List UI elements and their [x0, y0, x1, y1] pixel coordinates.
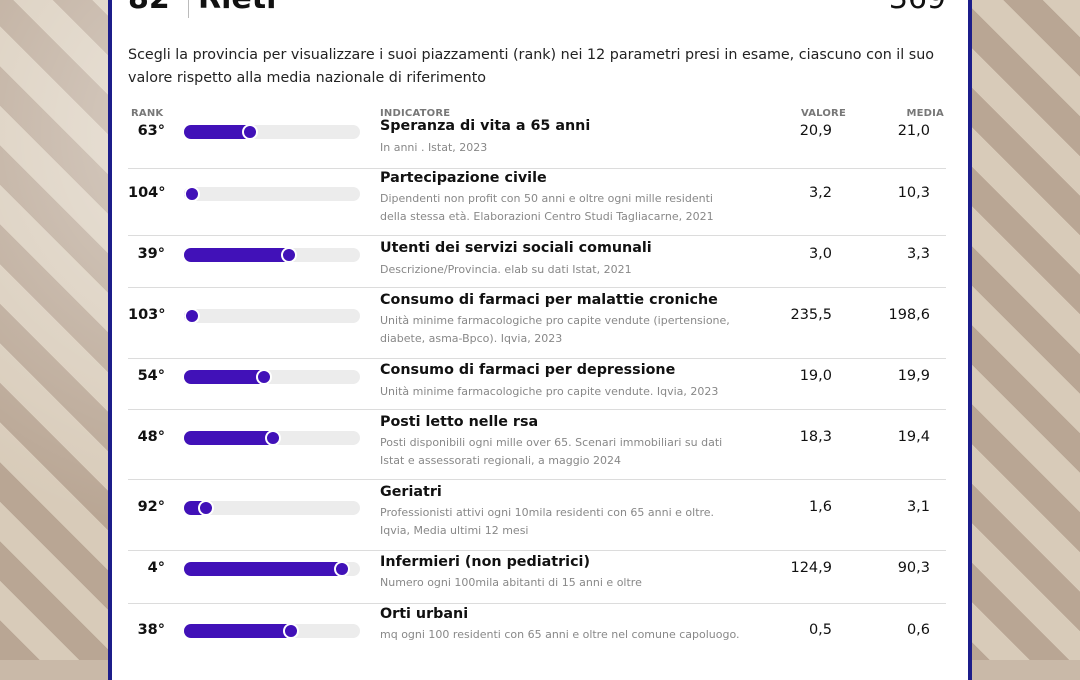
rank-bar-marker	[184, 186, 200, 202]
table-row: 39° Utenti dei servizi sociali comunali De…	[128, 235, 946, 288]
column-average: MEDIA	[906, 108, 944, 119]
column-value: VALORE	[800, 108, 846, 119]
row-rank: 92°	[137, 499, 165, 515]
indicator-name: Consumo di farmaci per depressione	[380, 362, 676, 378]
table-row: 48° Posti letto nelle rsa Posti disponibil…	[128, 409, 946, 480]
indicator-name: Consumo di farmaci per malattie croniche	[380, 292, 718, 308]
indicator-average: 19,9	[897, 368, 930, 384]
indicator-average: 10,3	[897, 185, 930, 201]
rank-bar	[184, 308, 360, 324]
rank-bar	[184, 561, 360, 577]
intro-text: Scegli la provincia per visualizzare i s…	[128, 47, 935, 86]
indicator-value: 0,5	[808, 622, 832, 638]
indicator-value: 18,3	[799, 429, 832, 445]
indicator-average: 198,6	[888, 307, 930, 323]
indicator-name: Utenti dei servizi sociali comunali	[380, 240, 652, 256]
indicator-average: 3,3	[906, 246, 930, 262]
indicator-average: 19,4	[897, 429, 930, 445]
indicator-description: Dipendenti non profit con 50 anni e oltr…	[380, 192, 714, 223]
indicator-value: 3,2	[808, 185, 832, 201]
table-header: RANK INDICATORE VALORE MEDIA	[128, 108, 946, 122]
table-row: 63° Speranza di vita a 65 anni In anni . I…	[128, 118, 946, 169]
indicator-description: Descrizione/Provincia. elab su dati Ista…	[380, 263, 632, 276]
rank-bar-marker	[198, 500, 214, 516]
indicator-description: Posti disponibili ogni mille over 65. Sc…	[380, 436, 723, 467]
overall-score: 369	[889, 0, 946, 14]
indicator-name: Infermieri (non pediatrici)	[380, 554, 590, 570]
indicator-value: 3,0	[808, 246, 832, 262]
indicator-value: 20,9	[799, 123, 832, 139]
indicator-description: Numero ogni 100mila abitanti di 15 anni …	[380, 576, 642, 589]
row-rank: 38°	[137, 622, 165, 638]
indicator-name: Geriatri	[380, 484, 442, 500]
overall-rank: 82	[128, 0, 170, 14]
indicator-description: In anni . Istat, 2023	[380, 141, 488, 154]
rank-bar-fill	[184, 562, 348, 576]
row-rank: 4°	[147, 560, 165, 576]
indicator-name: Speranza di vita a 65 anni	[380, 118, 591, 134]
header-divider	[188, 0, 189, 18]
table-row: 4° Infermieri (non pediatrici) Numero ogni…	[128, 550, 946, 604]
rank-bar-marker	[283, 623, 299, 639]
rank-bar-fill	[184, 624, 297, 638]
indicator-value: 235,5	[790, 307, 832, 323]
province-header: 82 Rieti 369	[128, 0, 946, 20]
rank-bar-marker	[265, 430, 281, 446]
column-rank: RANK	[131, 108, 164, 119]
rank-bar	[184, 430, 360, 446]
rank-bar	[184, 124, 360, 140]
rank-bar-fill	[184, 370, 270, 384]
indicator-value: 124,9	[790, 560, 832, 576]
indicator-value: 1,6	[808, 499, 832, 515]
table-row: 92° Geriatri Professionisti attivi ogni 10…	[128, 479, 946, 551]
indicator-value: 19,0	[799, 368, 832, 384]
indicator-average: 3,1	[906, 499, 930, 515]
indicator-description: Professionisti attivi ogni 10mila reside…	[380, 506, 715, 537]
rank-bar	[184, 369, 360, 385]
rank-bar	[184, 500, 360, 516]
row-rank: 48°	[137, 429, 165, 445]
column-indicator: INDICATORE	[380, 108, 451, 119]
indicator-name: Partecipazione civile	[380, 170, 547, 186]
rank-bar-marker	[184, 308, 200, 324]
indicator-description: Unità minime farmacologiche pro capite v…	[380, 385, 719, 398]
table-row: 38° Orti urbani mq ogni 100 residenti con …	[128, 603, 946, 663]
rank-bar	[184, 186, 360, 202]
rank-bar	[184, 247, 360, 263]
table-row: 54° Consumo di farmaci per depressione Uni…	[128, 358, 946, 410]
rank-bar-marker	[242, 124, 258, 140]
row-rank: 104°	[128, 185, 166, 201]
indicator-description: Unità minime farmacologiche pro capite v…	[380, 314, 730, 345]
row-rank: 63°	[137, 123, 165, 139]
rank-bar	[184, 623, 360, 639]
indicator-average: 90,3	[897, 560, 930, 576]
rank-bar-marker	[256, 369, 272, 385]
indicator-name: Orti urbani	[380, 606, 469, 622]
province-name[interactable]: Rieti	[198, 0, 276, 14]
rank-bar-fill	[184, 431, 279, 445]
table-row: 103° Consumo di farmaci per malattie cron…	[128, 287, 946, 359]
rank-bar-fill	[184, 125, 256, 139]
indicator-average: 21,0	[897, 123, 930, 139]
table-row: 104° Partecipazione civile Dipendenti non …	[128, 168, 946, 236]
indicator-description: mq ogni 100 residenti con 65 anni e oltr…	[380, 628, 740, 641]
rank-bar-fill	[184, 248, 295, 262]
row-rank: 54°	[137, 368, 165, 384]
row-rank: 39°	[137, 246, 165, 262]
rank-bar-marker	[334, 561, 350, 577]
rank-bar-marker	[281, 247, 297, 263]
indicator-name: Posti letto nelle rsa	[380, 414, 539, 430]
ranking-panel: 82 Rieti 369 Scegli la provincia per vis…	[108, 0, 972, 680]
row-rank: 103°	[128, 307, 166, 323]
indicator-average: 0,6	[906, 622, 930, 638]
